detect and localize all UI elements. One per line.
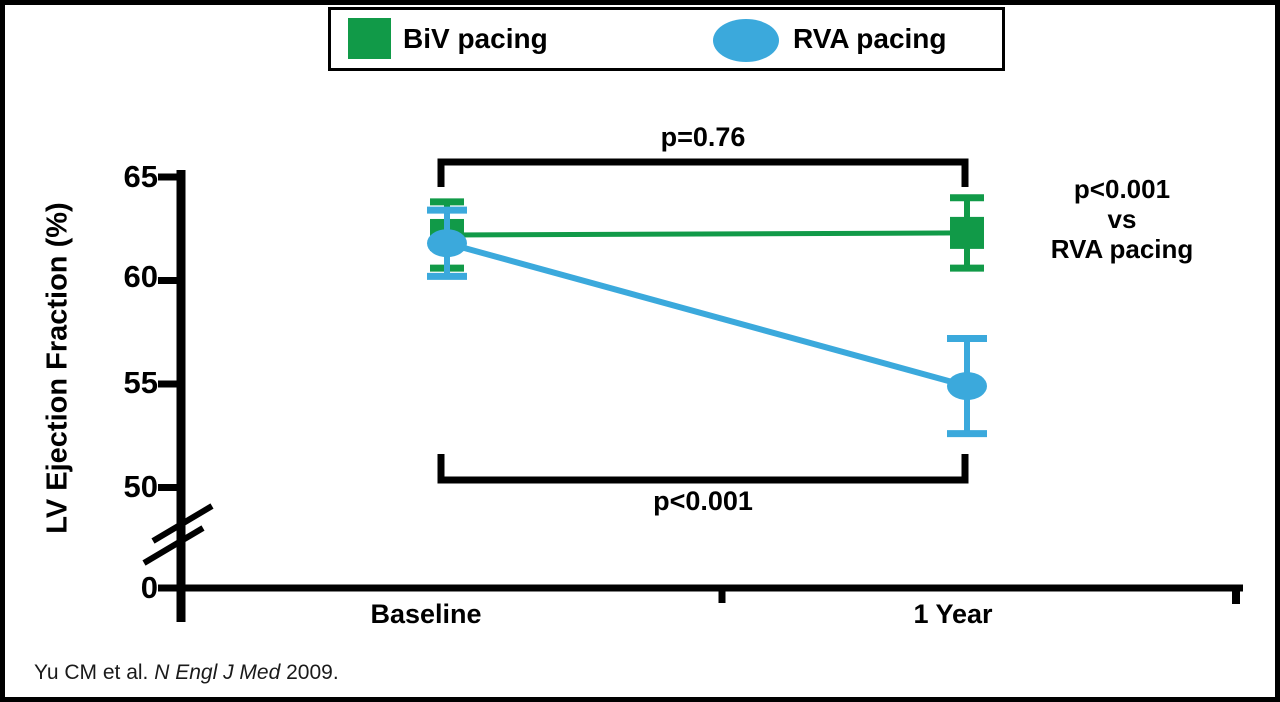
p-value-top-bracket: p=0.76 [660,122,746,152]
rva-circle-marker-icon [947,372,987,401]
series-rva [427,206,987,438]
legend-box: BiV pacing RVA pacing [328,7,1005,71]
significance-note-line-1: p<0.001 [1073,174,1171,204]
x-axis [177,584,1243,604]
legend-label-biv: BiV pacing [403,23,548,54]
significance-note: p<0.001 vs RVA pacing [1051,174,1194,264]
y-tick-label-65: 65 [123,159,158,194]
y-tick-label-60: 60 [123,259,158,294]
y-axis-break-icon [142,503,214,566]
comparison-bracket-bottom [437,454,969,484]
y-tick-label-0: 0 [140,570,158,605]
rva-circle-marker-icon [427,229,467,258]
legend-label-rva: RVA pacing [793,23,947,54]
citation-journal: N Engl J Med [154,661,281,684]
biv-square-marker-icon [348,18,391,59]
y-axis [158,170,186,622]
y-tick-label-50: 50 [123,469,158,504]
significance-note-line-2: vs [1107,204,1137,234]
x-tick-label-baseline: Baseline [370,599,482,629]
biv-square-marker-icon [950,216,984,249]
p-value-bottom-bracket: p<0.001 [653,486,753,516]
series-biv [430,194,984,272]
citation-year: 2009. [280,661,339,684]
rva-circle-marker-icon [713,19,779,62]
y-tick-label-55: 55 [123,365,158,400]
significance-note-line-3: RVA pacing [1050,234,1194,264]
citation: Yu CM et al. N Engl J Med 2009. [34,661,339,685]
x-tick-label-1year: 1 Year [913,599,993,629]
citation-authors: Yu CM et al. [34,661,155,684]
comparison-bracket-top [437,158,969,187]
